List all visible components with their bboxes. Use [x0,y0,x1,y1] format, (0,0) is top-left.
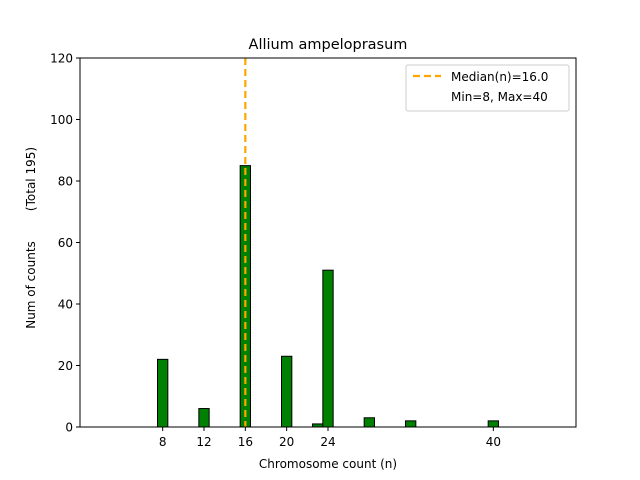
y-tick-label: 40 [58,298,73,312]
bar [487,420,499,428]
x-tick-label: 24 [320,435,335,449]
y-tick-label: 20 [58,359,73,373]
y-axis: 0 20 40 60 80 100 120 [50,52,80,435]
x-tick-label: 12 [196,435,211,449]
x-axis-label: Chromosome count (n) [259,457,397,471]
y-tick-label: 80 [58,175,73,189]
x-tick-label: 16 [238,435,253,449]
legend-range-label: Min=8, Max=40 [451,90,548,104]
x-tick-label: 40 [486,435,501,449]
x-tick-label: 8 [159,435,167,449]
legend: Median(n)=16.0 Min=8, Max=40 [405,64,570,112]
bar [363,417,375,428]
bar [198,408,210,428]
y-axis-label: Num of counts [24,241,38,329]
x-axis: 8 12 16 20 24 40 [159,427,501,449]
legend-box [405,64,570,112]
bar [281,355,293,428]
bar [322,269,334,428]
x-tick-label: 20 [279,435,294,449]
bar [157,358,169,428]
y-tick-label: 60 [58,236,73,250]
bar [405,420,417,428]
y-tick-label: 120 [50,52,73,66]
y-tick-label: 100 [50,113,73,127]
y-tick-label: 0 [65,421,73,435]
bars-layer [157,165,499,428]
y-axis-total-label: (Total 195) [24,147,38,211]
legend-median-label: Median(n)=16.0 [451,70,548,84]
chart-title: Allium ampeloprasum [249,37,408,53]
